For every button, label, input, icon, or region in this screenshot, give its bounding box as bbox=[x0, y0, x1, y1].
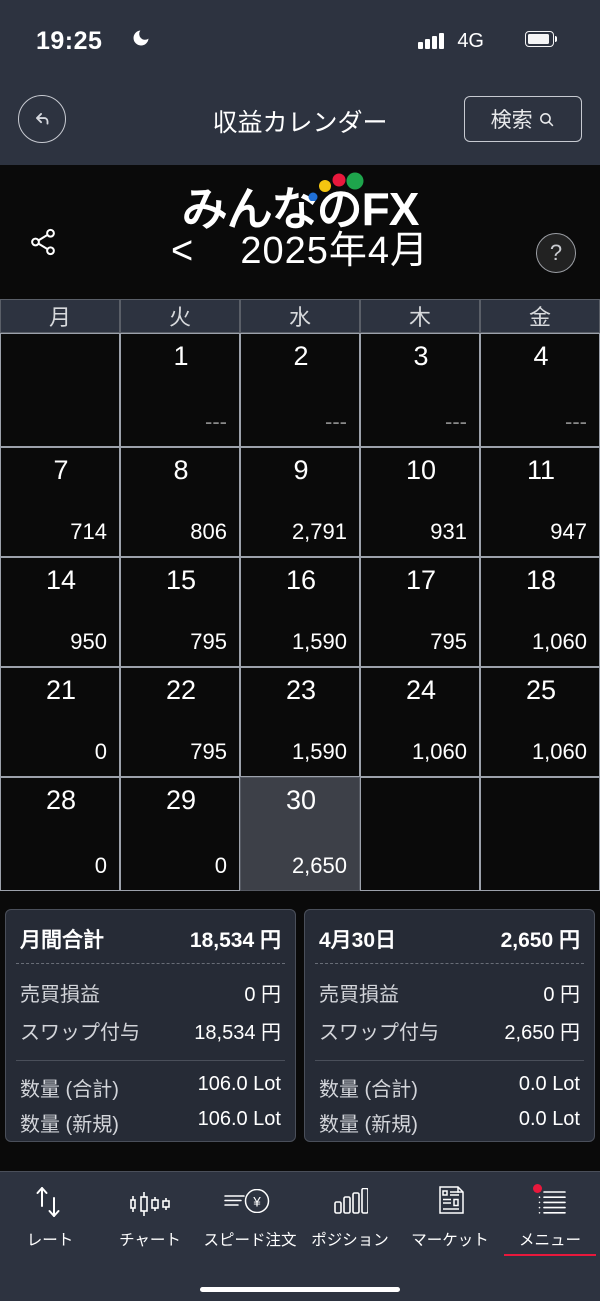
svg-text:¥: ¥ bbox=[252, 1195, 261, 1210]
